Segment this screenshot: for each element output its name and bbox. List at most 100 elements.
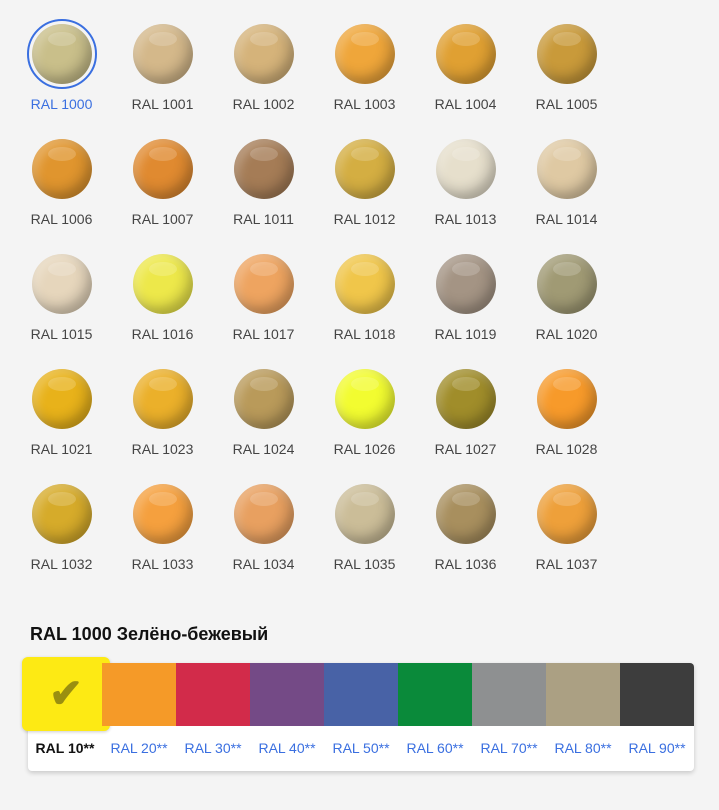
color-swatch-ral-1026[interactable]: RAL 1026 [314,367,415,482]
color-swatch-ral-1014[interactable]: RAL 1014 [516,137,617,252]
palette-tab-ral80[interactable]: RAL 80** [546,663,620,771]
color-ball[interactable] [233,484,294,544]
color-ball[interactable] [132,24,193,84]
color-label: RAL 1000 [30,96,93,112]
color-label: RAL 1027 [434,441,497,457]
color-swatch-ral-1033[interactable]: RAL 1033 [112,482,213,597]
color-ball[interactable] [132,484,193,544]
color-ball[interactable] [435,484,496,544]
color-swatch-ral-1032[interactable]: RAL 1032 [11,482,112,597]
palette-tab-ral50[interactable]: RAL 50** [324,663,398,771]
color-swatch-ral-1000[interactable]: RAL 1000 [11,19,112,137]
palette-swatch[interactable] [398,663,472,726]
color-label: RAL 1012 [333,211,396,227]
color-swatch-ral-1012[interactable]: RAL 1012 [314,137,415,252]
color-ball[interactable] [31,139,92,199]
color-ball[interactable] [536,24,597,84]
color-swatch-ral-1027[interactable]: RAL 1027 [415,367,516,482]
palette-label[interactable]: RAL 10** [35,740,95,756]
color-swatch-ral-1004[interactable]: RAL 1004 [415,22,516,137]
palette-swatch[interactable] [620,663,694,726]
color-swatch-ral-1002[interactable]: RAL 1002 [213,22,314,137]
palette-swatch[interactable] [324,663,398,726]
color-ball[interactable] [132,369,193,429]
color-label: RAL 1004 [434,96,497,112]
palette-label[interactable]: RAL 90** [628,740,686,756]
color-swatch-ral-1001[interactable]: RAL 1001 [112,22,213,137]
color-label: RAL 1028 [535,441,598,457]
color-swatch-ral-1018[interactable]: RAL 1018 [314,252,415,367]
palette-label[interactable]: RAL 40** [258,740,316,756]
color-ball[interactable] [132,254,193,314]
color-swatch-ral-1021[interactable]: RAL 1021 [11,367,112,482]
color-ball[interactable] [233,24,294,84]
palette-swatch[interactable] [546,663,620,726]
color-ball[interactable] [334,369,395,429]
color-label: RAL 1007 [131,211,194,227]
color-label: RAL 1019 [434,326,497,342]
palette-tab-ral60[interactable]: RAL 60** [398,663,472,771]
palette-tab-ral30[interactable]: RAL 30** [176,663,250,771]
color-swatch-ral-1034[interactable]: RAL 1034 [213,482,314,597]
palette-label[interactable]: RAL 80** [554,740,612,756]
color-label: RAL 1034 [232,556,295,572]
palette-swatch[interactable] [250,663,324,726]
color-swatch-ral-1024[interactable]: RAL 1024 [213,367,314,482]
palette-swatch[interactable] [472,663,546,726]
color-ball[interactable] [233,369,294,429]
palette-label[interactable]: RAL 60** [406,740,464,756]
color-label: RAL 1017 [232,326,295,342]
color-ball[interactable] [31,484,92,544]
color-ball[interactable] [26,19,97,89]
color-swatch-ral-1011[interactable]: RAL 1011 [213,137,314,252]
color-ball[interactable] [132,139,193,199]
color-ball[interactable] [334,139,395,199]
color-swatch-ral-1035[interactable]: RAL 1035 [314,482,415,597]
color-ball[interactable] [536,484,597,544]
color-swatch-ral-1036[interactable]: RAL 1036 [415,482,516,597]
color-swatch-ral-1028[interactable]: RAL 1028 [516,367,617,482]
palette-tab-ral40[interactable]: RAL 40** [250,663,324,771]
color-ball[interactable] [31,369,92,429]
color-ball[interactable] [334,24,395,84]
color-ball[interactable] [334,484,395,544]
color-swatch-ral-1017[interactable]: RAL 1017 [213,252,314,367]
color-ball[interactable] [435,24,496,84]
color-label: RAL 1018 [333,326,396,342]
color-ball[interactable] [435,254,496,314]
color-swatch-ral-1037[interactable]: RAL 1037 [516,482,617,597]
color-swatch-ral-1019[interactable]: RAL 1019 [415,252,516,367]
palette-tab-ral90[interactable]: RAL 90** [620,663,694,771]
color-label: RAL 1014 [535,211,598,227]
color-swatch-ral-1005[interactable]: RAL 1005 [516,22,617,137]
color-ball[interactable] [233,139,294,199]
color-swatch-ral-1003[interactable]: RAL 1003 [314,22,415,137]
palette-swatch[interactable] [176,663,250,726]
palette-swatch[interactable]: ✔ [22,657,110,731]
palette-label[interactable]: RAL 70** [480,740,538,756]
color-swatch-ral-1023[interactable]: RAL 1023 [112,367,213,482]
color-ball[interactable] [435,139,496,199]
palette-label[interactable]: RAL 50** [332,740,390,756]
palette-tab-ral20[interactable]: RAL 20** [102,663,176,771]
color-ball[interactable] [31,254,92,314]
palette-swatch[interactable] [102,663,176,726]
color-swatch-ral-1013[interactable]: RAL 1013 [415,137,516,252]
color-ball[interactable] [233,254,294,314]
color-ball[interactable] [536,369,597,429]
color-swatch-ral-1015[interactable]: RAL 1015 [11,252,112,367]
palette-tab-ral10[interactable]: ✔ RAL 10** [22,657,110,771]
color-swatch-ral-1016[interactable]: RAL 1016 [112,252,213,367]
color-ball[interactable] [435,369,496,429]
color-ball[interactable] [536,139,597,199]
color-swatch-ral-1007[interactable]: RAL 1007 [112,137,213,252]
color-ball[interactable] [536,254,597,314]
color-label: RAL 1015 [30,326,93,342]
palette-label[interactable]: RAL 30** [184,740,242,756]
color-swatch-ral-1020[interactable]: RAL 1020 [516,252,617,367]
color-swatch-ral-1006[interactable]: RAL 1006 [11,137,112,252]
palette-tab-ral70[interactable]: RAL 70** [472,663,546,771]
palette-label[interactable]: RAL 20** [110,740,168,756]
color-label: RAL 1013 [434,211,497,227]
color-ball[interactable] [334,254,395,314]
